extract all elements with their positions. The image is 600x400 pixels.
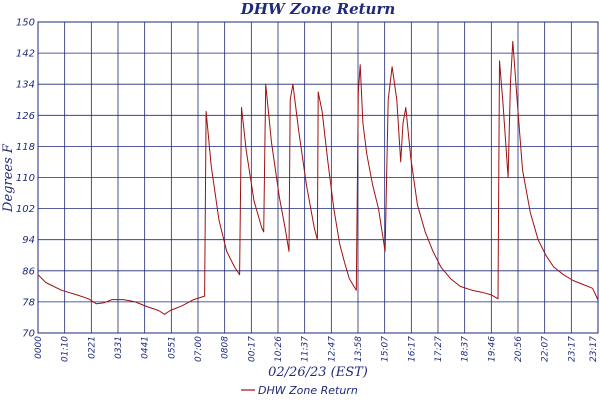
x-axis-ticks: 0000 01:10 0221 0331 0441 0551 07:00 0808 00:17 1… <box>34 336 599 362</box>
y-tick-label: 150 <box>16 18 35 29</box>
y-tick-label: 126 <box>16 111 35 122</box>
x-tick-label: 15:07 <box>381 336 391 362</box>
x-tick-label: 17:27 <box>434 336 444 362</box>
y-axis-ticks: 70 78 86 94 102 110 118 126 134 142 150 <box>16 18 35 340</box>
y-tick-label: 134 <box>16 80 35 91</box>
x-tick-label: 0808 <box>221 336 231 359</box>
x-tick-label: 0000 <box>34 336 44 359</box>
x-tick-label: 19:46 <box>487 336 497 362</box>
x-tick-label: 01:10 <box>61 336 71 362</box>
grid <box>37 21 599 334</box>
x-tick-label: 0331 <box>114 336 124 359</box>
x-tick-label: 12:47 <box>327 336 337 362</box>
y-tick-label: 78 <box>22 297 35 308</box>
x-tick-label: 10:26 <box>274 336 284 362</box>
x-tick-label: 20:56 <box>514 336 524 362</box>
x-tick-label: 0221 <box>87 336 97 359</box>
chart-title: DHW Zone Return <box>240 0 396 18</box>
x-tick-label: 16:17 <box>407 336 417 362</box>
legend: DHW Zone Return <box>241 384 358 397</box>
x-tick-label: 00:17 <box>247 336 257 362</box>
x-tick-label: 0551 <box>167 336 177 359</box>
series-layer <box>37 40 599 315</box>
y-tick-label: 142 <box>16 49 35 60</box>
x-tick-label: 0441 <box>141 336 151 359</box>
y-tick-label: 86 <box>22 266 35 277</box>
y-tick-label: 94 <box>22 235 35 246</box>
x-axis-label: 02/26/23 (EST) <box>268 365 368 380</box>
y-tick-label: 102 <box>16 204 35 215</box>
x-tick-label: 11:37 <box>301 336 311 362</box>
x-tick-label: 18:37 <box>461 336 471 362</box>
series-line <box>37 40 599 315</box>
y-axis-label: Degrees F <box>1 143 16 213</box>
legend-label: DHW Zone Return <box>258 384 358 397</box>
x-tick-label: 23:17 <box>567 336 577 362</box>
x-tick-label: 22:07 <box>541 336 551 362</box>
y-tick-label: 70 <box>22 329 35 340</box>
x-tick-label: 13:58 <box>354 336 364 362</box>
x-tick-label: 07:00 <box>194 336 204 362</box>
x-tick-label: 23:17 <box>589 336 599 362</box>
y-tick-label: 118 <box>16 142 35 153</box>
y-tick-label: 110 <box>16 173 35 184</box>
